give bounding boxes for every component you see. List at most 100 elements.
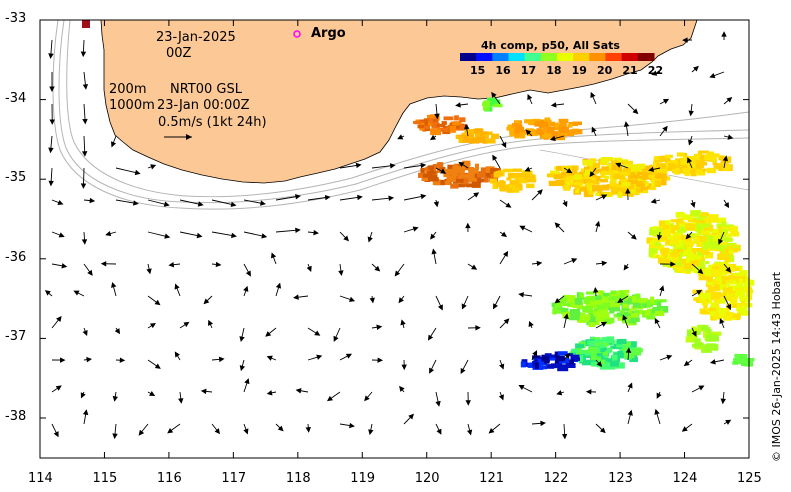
- sst-pixel: [701, 249, 710, 255]
- sst-pixel: [650, 296, 655, 304]
- current-vector-head: [435, 400, 441, 407]
- sst-pixel: [680, 160, 692, 165]
- sst-pixel: [712, 235, 719, 242]
- sst-pixel: [598, 290, 605, 298]
- current-vector-head: [502, 250, 509, 257]
- current-vector-head: [537, 189, 543, 196]
- axis-ticks: [39, 19, 750, 458]
- sst-pixel: [744, 295, 750, 303]
- sst-pixel: [588, 320, 596, 327]
- colorbar-swatch: [557, 53, 574, 61]
- current-vector-head: [87, 269, 93, 276]
- current-vector-head: [295, 388, 302, 394]
- sst-pixel: [690, 251, 697, 257]
- sst-pixel: [424, 125, 431, 129]
- sst-pixel: [520, 132, 526, 139]
- sst-pixel: [631, 295, 637, 303]
- current-vector-head: [727, 134, 734, 140]
- sst-pixel: [721, 275, 727, 280]
- current-vector-head: [134, 169, 141, 176]
- lon-tick-label: 124: [672, 471, 698, 486]
- colorbar-title: 4h comp, p50, All Sats: [481, 39, 620, 52]
- current-vector-head: [266, 390, 273, 396]
- current-vector-head: [648, 166, 654, 173]
- sst-pixel: [725, 310, 730, 315]
- current-vector-head: [401, 364, 407, 371]
- sst-pixel: [691, 328, 702, 332]
- sst-pixel: [634, 174, 640, 179]
- sst-pixel: [703, 241, 714, 248]
- sst-pixel: [622, 347, 630, 351]
- current-vector-head: [112, 433, 118, 440]
- sst-pixel: [714, 312, 720, 317]
- sst-pixel: [624, 342, 631, 347]
- sst-pixel: [603, 292, 614, 297]
- current-vector-head: [718, 238, 724, 245]
- current-vector-head: [44, 290, 51, 296]
- sst-pixel: [623, 352, 635, 359]
- sst-pixel: [691, 248, 703, 252]
- sst-pixel: [711, 293, 721, 299]
- sst-pixel: [729, 275, 737, 280]
- sst-pixel: [600, 359, 606, 365]
- sst-pixel: [436, 162, 443, 168]
- current-vector-head: [709, 72, 716, 79]
- sst-pixel: [729, 226, 738, 233]
- sst-pixel: [627, 298, 636, 305]
- sst-pixel: [524, 119, 533, 124]
- colorbar-tick-label: 21: [622, 64, 638, 77]
- current-vector-head: [554, 297, 561, 304]
- current-vector-head: [400, 319, 406, 326]
- sst-pixel: [730, 280, 741, 285]
- argo-label: Argo: [311, 26, 346, 41]
- current-vector-head: [55, 385, 62, 391]
- current-vector-head: [726, 96, 733, 103]
- sst-pixel: [454, 115, 459, 121]
- sst-pixel: [693, 297, 699, 301]
- current-vector-head: [599, 427, 606, 434]
- sst-pixel: [569, 359, 574, 365]
- sst-pixel: [532, 355, 541, 360]
- sst-pixel: [560, 298, 565, 304]
- sst-pixel: [694, 255, 702, 260]
- sst-pixel: [729, 298, 738, 304]
- legend-200m: 200m: [109, 82, 147, 97]
- sst-pixel: [681, 234, 691, 241]
- sst-pixel: [579, 292, 584, 298]
- sst-pixel: [597, 306, 606, 313]
- sst-pixel: [604, 169, 615, 175]
- sst-pixel: [585, 301, 591, 308]
- sst-pixel: [730, 313, 741, 319]
- sst-pixel: [660, 179, 667, 186]
- sst-pixel: [459, 117, 466, 123]
- current-vector-head: [691, 330, 697, 337]
- sst-pixel: [569, 309, 581, 316]
- current-vector-head: [345, 353, 352, 359]
- sst-pixel: [718, 155, 725, 161]
- sst-pixel: [734, 267, 740, 272]
- sst-pixel: [703, 331, 711, 338]
- colorbar-swatch: [476, 53, 493, 61]
- colorbar-swatch: [637, 53, 655, 61]
- sst-pixel: [506, 187, 513, 193]
- sst-pixel: [712, 159, 717, 166]
- sst-pixel: [720, 236, 729, 241]
- sst-pixel: [480, 167, 488, 173]
- sst-pixel: [720, 308, 727, 313]
- sst-pixel: [591, 361, 598, 367]
- current-vector-head: [80, 51, 87, 58]
- sst-pixel: [696, 325, 702, 329]
- sst-pixel: [654, 242, 661, 246]
- lon-tick-label: 120: [414, 471, 440, 486]
- sst-pixel: [733, 358, 743, 362]
- current-vector-head: [82, 330, 88, 337]
- sst-pixel: [526, 183, 535, 189]
- current-vector-head: [615, 162, 622, 168]
- current-vector-head: [721, 31, 727, 37]
- sst-pixel: [575, 189, 580, 194]
- sst-pixel: [635, 187, 641, 193]
- sst-pixel: [729, 311, 734, 316]
- sst-pixel: [499, 185, 508, 192]
- sst-pixel: [568, 315, 580, 321]
- sst-pixel: [561, 172, 567, 176]
